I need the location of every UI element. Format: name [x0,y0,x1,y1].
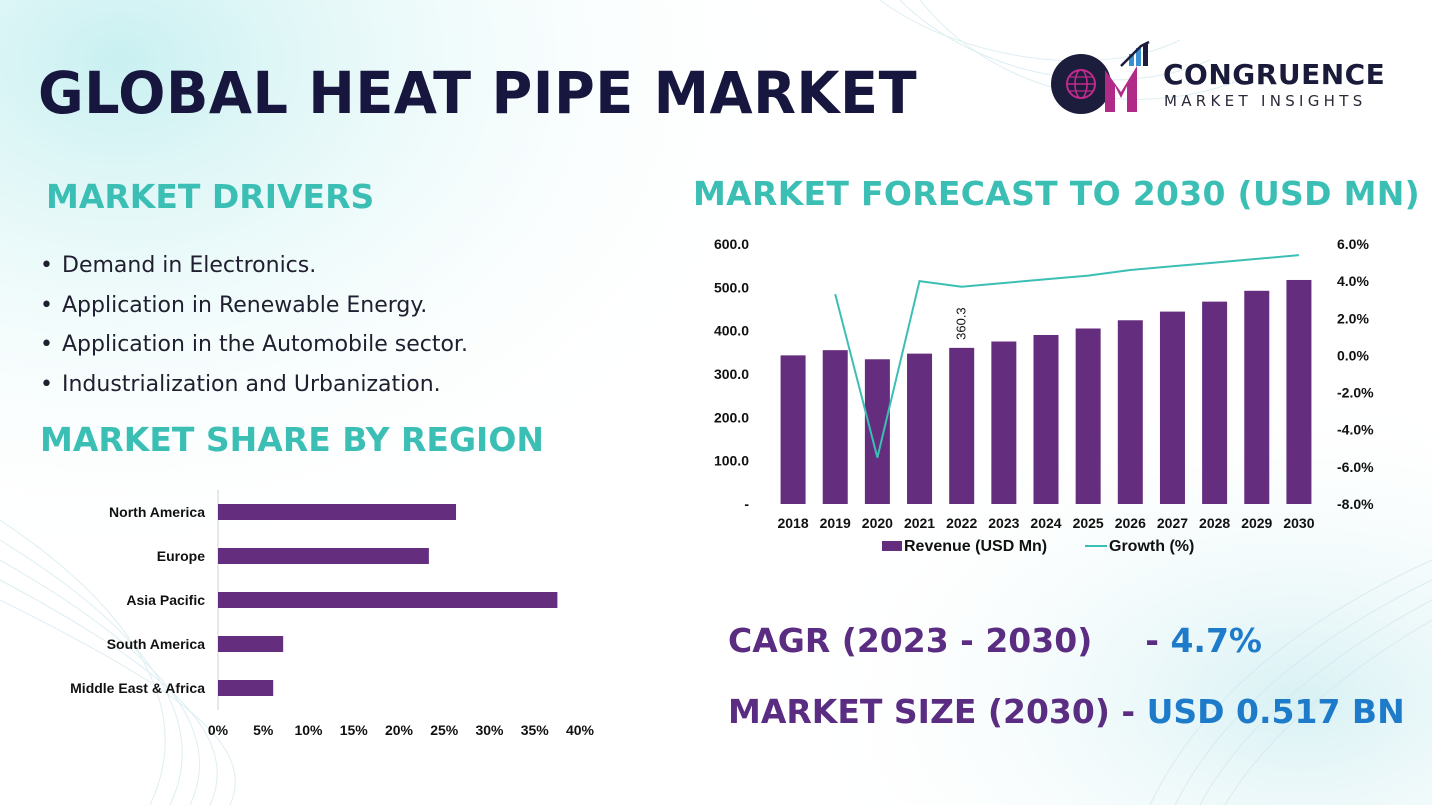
market-share-title: MARKET SHARE BY REGION [40,420,544,459]
bar [1159,311,1185,504]
x-tick-label: 2030 [1283,515,1314,531]
list-item: • Application in Renewable Energy. [40,292,428,318]
y-right-tick-label: 0.0% [1337,347,1369,363]
page-title: GLOBAL HEAT PIPE MARKET [38,59,918,127]
x-tick-label: 20% [385,722,414,738]
series-line [834,254,1299,458]
x-tick-label: 25% [430,722,459,738]
bar [218,636,284,652]
y-right-tick-label: -4.0% [1337,422,1374,438]
y-tick-label: Europe [157,548,205,564]
y-left-tick-label: 100.0 [714,453,749,469]
bar [1075,328,1101,504]
x-tick-label: 2025 [1073,515,1104,531]
bar [907,353,933,504]
logo-subtitle-text: MARKET INSIGHTS [1164,92,1367,110]
bar [218,504,457,520]
x-tick-label: 2023 [988,515,1019,531]
bar [949,347,975,504]
bar [780,355,806,504]
forecast-title: MARKET FORECAST TO 2030 (USD MN) [693,174,1421,213]
x-tick-label: 5% [253,722,274,738]
x-tick-label: 2027 [1157,515,1188,531]
y-right-tick-label: 2.0% [1337,310,1369,326]
logo-mark-icon [1051,40,1150,114]
legend-label: Growth (%) [1109,538,1194,555]
bar [1117,320,1143,504]
y-right-tick-label: 6.0% [1337,236,1369,252]
x-tick-label: 2022 [946,515,977,531]
x-tick-label: 0% [208,722,229,738]
cagr-label: CAGR (2023 - 2030) [728,621,1093,660]
y-tick-label: North America [109,504,205,520]
x-tick-label: 10% [294,722,323,738]
cagr-stat: CAGR (2023 - 2030) - 4.7% [728,624,1262,657]
list-item: • Demand in Electronics. [40,253,317,278]
x-tick-label: 2021 [904,515,935,531]
region-chart: North America Europe Asia Pacific South Ame… [70,490,595,738]
y-left-tick-label: 200.0 [714,409,749,425]
y-left-tick-label: 600.0 [714,236,749,252]
x-tick-label: 2028 [1199,515,1230,531]
bar [1033,335,1059,504]
bar [1286,279,1312,504]
y-right-tick-label: 4.0% [1337,273,1369,289]
x-tick-label: 15% [340,722,369,738]
bar [822,350,848,504]
legend-swatch-bar [882,541,902,551]
bar [1244,290,1270,504]
forecast-chart: - 100.0 200.0 300.0 400.0 500.0 600.0 -8.0% -6.0… [714,236,1374,555]
market-size-label: MARKET SIZE (2030) - [728,692,1136,731]
list-item: • Application in the Automobile sector. [40,332,468,357]
x-tick-label: 2026 [1115,515,1146,531]
y-tick-label: South America [107,636,205,652]
y-tick-label: Asia Pacific [126,592,205,608]
bar [218,680,274,696]
market-size-stat: MARKET SIZE (2030) - USD 0.517 BN [728,695,1405,728]
data-label: 360.3 [954,307,969,340]
cagr-value: 4.7% [1170,621,1262,660]
company-logo: CONGRUENCE MARKET INSIGHTS [1045,40,1405,120]
y-left-tick-label: 400.0 [714,323,749,339]
y-right-tick-label: -8.0% [1337,496,1374,512]
market-drivers-title: MARKET DRIVERS [46,177,375,216]
bar [1202,301,1228,504]
market-size-value: USD 0.517 BN [1146,692,1405,731]
x-tick-label: 2024 [1030,515,1061,531]
x-tick-label: 35% [521,722,550,738]
list-item: • Industrialization and Urbanization. [40,371,441,397]
bar [218,592,558,608]
bar [864,359,890,504]
x-tick-label: 40% [566,722,595,738]
bar [991,341,1017,504]
x-tick-label: 2020 [862,515,893,531]
market-drivers-list: • Demand in Electronics. • Application in … [40,252,468,410]
y-tick-label: Middle East & Africa [70,680,205,696]
cagr-separator: - [1145,621,1171,660]
y-left-tick-label: - [744,496,749,512]
bar [218,548,429,564]
y-right-tick-label: -6.0% [1337,459,1374,475]
y-left-tick-label: 500.0 [714,279,749,295]
x-tick-label: 2019 [820,515,851,531]
x-tick-label: 2018 [777,515,808,531]
x-tick-label: 2029 [1241,515,1272,531]
x-tick-label: 30% [475,722,504,738]
legend-label: Revenue (USD Mn) [904,538,1047,555]
y-left-tick-label: 300.0 [714,366,749,382]
y-right-tick-label: -2.0% [1337,385,1374,401]
logo-brand-text: CONGRUENCE [1163,58,1386,91]
